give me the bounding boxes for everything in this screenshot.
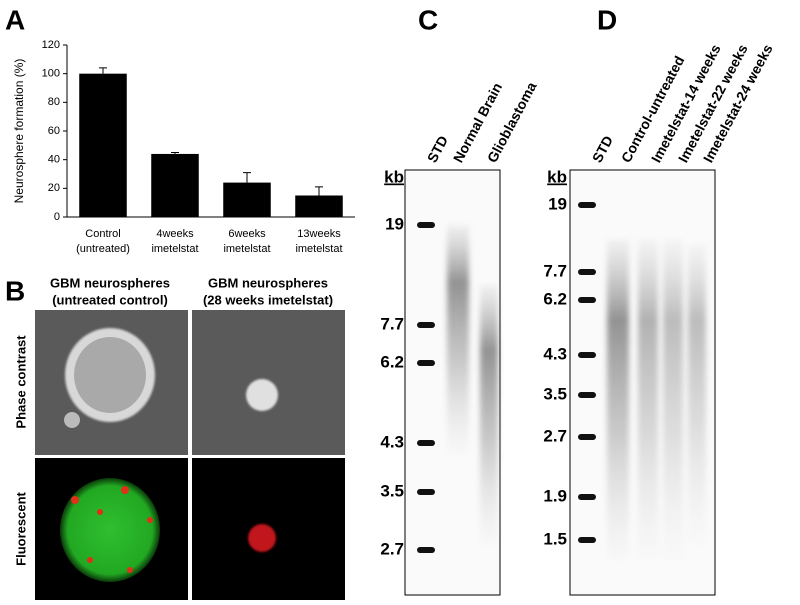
marker-label: 4.3 <box>543 344 567 363</box>
x-tick-label: 4weeks <box>156 228 194 240</box>
bar <box>223 182 271 217</box>
y-tick-label: 40 <box>48 154 60 166</box>
unit-label: kb <box>384 167 404 186</box>
marker-label: 6.2 <box>380 352 404 371</box>
column-header: GBM neurospheres <box>50 275 170 290</box>
smear <box>607 240 629 560</box>
bar-chart: 0 20 40 60 80 100 120 Control (untreated) 4weeks i… <box>42 39 355 255</box>
smear <box>638 240 658 560</box>
lane-label: STD <box>589 133 616 165</box>
column-header: (untreated control) <box>52 292 168 307</box>
marker-label: 1.5 <box>543 529 567 548</box>
marker-label: 19 <box>385 214 404 233</box>
panel-label: B <box>5 275 25 306</box>
marker-band <box>417 489 435 495</box>
x-tick-label: 13weeks <box>297 228 341 240</box>
marker-band <box>578 269 596 275</box>
marker-band <box>578 434 596 440</box>
x-tick-label: imetelstat <box>151 243 198 255</box>
marker-band <box>417 360 435 366</box>
y-tick-label: 120 <box>42 39 60 51</box>
y-tick-label: 80 <box>48 96 60 108</box>
marker-band <box>417 547 435 553</box>
marker-label: 2.7 <box>380 539 404 558</box>
x-tick-label: (untreated) <box>76 243 130 255</box>
smear <box>447 225 469 455</box>
neurosphere <box>246 379 278 411</box>
y-axis-label: Neurosphere formation (%) <box>12 59 26 204</box>
micrographs <box>35 310 345 600</box>
neurosphere-core <box>74 337 146 413</box>
smear <box>480 285 498 545</box>
row-label: Fluorescent <box>13 491 28 565</box>
red-cells <box>71 486 153 573</box>
x-tick-label: imetelstat <box>295 243 342 255</box>
cell <box>64 412 80 428</box>
marker-band <box>578 537 596 543</box>
bar <box>295 195 343 217</box>
y-tick-label: 20 <box>48 182 60 194</box>
bar <box>79 73 127 218</box>
lane-label: STD <box>424 133 451 165</box>
column-header: GBM neurospheres <box>208 275 328 290</box>
marker-label: 1.9 <box>543 486 567 505</box>
neurosphere <box>248 524 276 552</box>
neurosphere <box>60 478 160 582</box>
bar <box>151 153 199 217</box>
error-bar <box>243 172 251 183</box>
marker-label: 7.7 <box>380 314 404 333</box>
marker-band <box>417 222 435 228</box>
error-bar <box>99 67 107 74</box>
marker-band <box>578 494 596 500</box>
smear <box>688 245 706 545</box>
marker-label: 19 <box>548 194 567 213</box>
error-bar <box>315 186 323 196</box>
error-bar <box>171 152 179 154</box>
y-tick-label: 0 <box>54 211 60 223</box>
marker-band <box>417 322 435 328</box>
row-label: Phase contrast <box>13 335 28 429</box>
marker-label: 6.2 <box>543 289 567 308</box>
marker-label: 3.5 <box>543 384 567 403</box>
unit-label: kb <box>547 167 567 186</box>
y-tick-label: 60 <box>48 125 60 137</box>
x-tick-label: Control <box>85 228 120 240</box>
panel-label: A <box>5 4 25 35</box>
x-tick-label: imetelstat <box>223 243 270 255</box>
marker-label: 2.7 <box>543 426 567 445</box>
marker-label: 3.5 <box>380 481 404 500</box>
panel-label: C <box>418 4 438 35</box>
x-tick-label: 6weeks <box>228 228 266 240</box>
panel-b-labels: GBM neurospheres (untreated control) GBM n… <box>13 275 333 565</box>
marker-label: 4.3 <box>380 432 404 451</box>
marker-band <box>578 297 596 303</box>
smear <box>663 240 683 560</box>
y-tick-label: 100 <box>42 68 60 80</box>
panel-label: D <box>597 4 617 35</box>
column-header: (28 weeks imetelstat) <box>203 292 333 307</box>
marker-band <box>578 202 596 208</box>
marker-label: 7.7 <box>543 261 567 280</box>
marker-band <box>578 352 596 358</box>
marker-band <box>417 440 435 446</box>
marker-band <box>578 392 596 398</box>
